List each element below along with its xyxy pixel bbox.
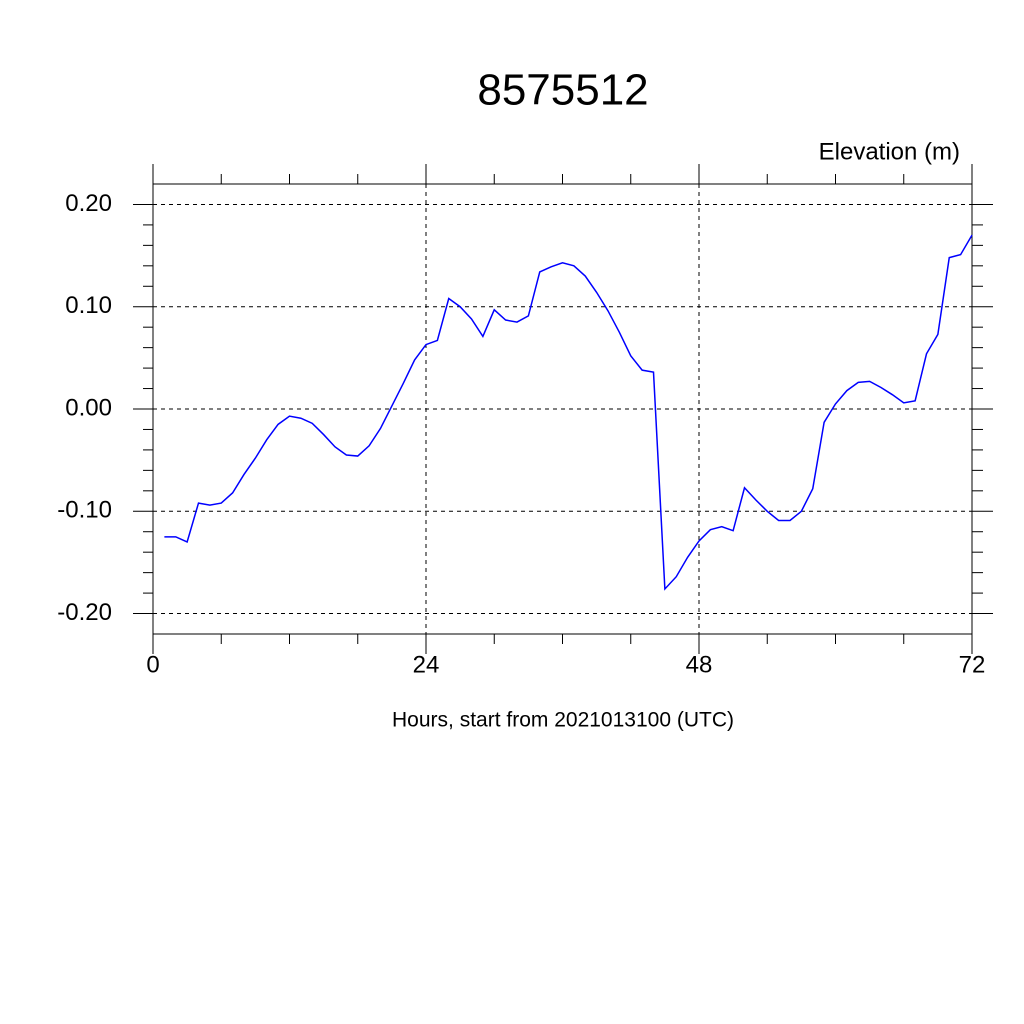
- y-tick-label: 0.20: [65, 190, 112, 217]
- y-tick-label: 0.10: [65, 292, 112, 319]
- x-tick-label: 72: [959, 651, 986, 678]
- plot-frame: [152, 183, 973, 635]
- chart-title: 8575512: [477, 66, 648, 115]
- y-tick-label: 0.00: [65, 394, 112, 421]
- x-tick-label: 0: [146, 651, 159, 678]
- y-axis-label: Elevation (m): [819, 138, 960, 165]
- x-tick-label: 24: [413, 651, 440, 678]
- y-tick-label: -0.20: [57, 599, 112, 626]
- x-axis-label: Hours, start from 2021013100 (UTC): [392, 709, 734, 732]
- y-tick-label: -0.10: [57, 497, 112, 524]
- data-line: [164, 234, 973, 591]
- x-tick-label: 48: [686, 651, 713, 678]
